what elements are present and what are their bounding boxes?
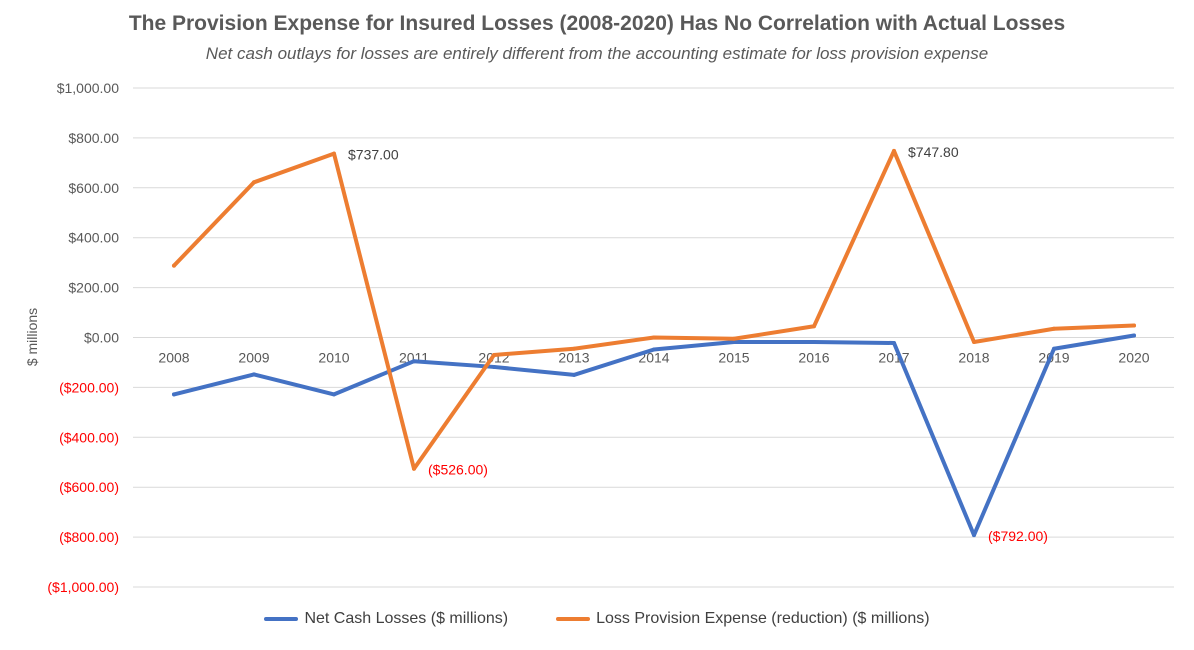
data-label: $747.80	[908, 144, 959, 160]
data-point	[732, 336, 736, 341]
data-point	[892, 340, 896, 345]
data-point	[972, 339, 976, 344]
data-point	[332, 151, 336, 156]
data-point	[1052, 346, 1056, 351]
x-tick-label: 2018	[958, 350, 989, 366]
series-line-loss-provision	[172, 148, 1136, 471]
y-axis-label: $ millions	[24, 308, 40, 366]
data-point	[572, 372, 576, 377]
x-tick-label: 2013	[558, 350, 589, 366]
y-tick-label: $1,000.00	[57, 80, 119, 96]
x-tick-label: 2010	[318, 350, 349, 366]
x-tick-label: 2020	[1118, 350, 1149, 366]
data-label: ($526.00)	[428, 462, 488, 478]
data-point	[1052, 326, 1056, 331]
x-tick-label: 2017	[878, 350, 909, 366]
y-tick-label: ($400.00)	[59, 429, 119, 445]
y-axis-ticks: $1,000.00 $800.00 $600.00 $400.00 $200.00 $0.…	[47, 80, 119, 595]
data-label: $737.00	[348, 147, 399, 163]
y-tick-label: $600.00	[68, 180, 119, 196]
x-axis-ticks: 2008 2009 2010 2011 2012 2013 2014 2015 2016 2017…	[158, 350, 1149, 366]
legend-swatch-blue	[264, 617, 299, 621]
data-point	[812, 324, 816, 329]
y-tick-label: $800.00	[68, 130, 119, 146]
data-point	[412, 359, 416, 364]
x-tick-label: 2008	[158, 350, 189, 366]
legend: Net Cash Losses ($ millions) Loss Provis…	[0, 610, 1194, 628]
y-tick-label: ($200.00)	[59, 379, 119, 395]
y-tick-label: $0.00	[84, 330, 119, 346]
y-tick-label: ($1,000.00)	[47, 579, 119, 595]
data-annotations: $737.00 ($526.00) $747.80 ($792.00)	[348, 144, 1048, 544]
y-tick-label: ($800.00)	[59, 529, 119, 545]
data-point	[252, 180, 256, 185]
chart-subtitle: Net cash outlays for losses are entirely…	[205, 44, 989, 63]
data-point	[652, 347, 656, 352]
x-tick-label: 2019	[1038, 350, 1069, 366]
y-tick-label: ($600.00)	[59, 479, 119, 495]
x-tick-label: 2009	[238, 350, 269, 366]
data-label: ($792.00)	[988, 528, 1048, 544]
data-point	[732, 339, 736, 344]
data-point	[332, 392, 336, 397]
data-point	[1132, 333, 1136, 338]
gridlines	[133, 87, 1174, 588]
legend-label: Net Cash Losses ($ millions)	[304, 610, 509, 627]
data-point	[492, 352, 496, 357]
legend-item-provision: Loss Provision Expense (reduction) ($ mi…	[556, 610, 930, 628]
data-point	[1132, 323, 1136, 328]
data-point	[652, 335, 656, 340]
data-point	[252, 372, 256, 377]
data-point	[812, 339, 816, 344]
data-point	[172, 263, 176, 268]
y-tick-label: $400.00	[68, 230, 119, 246]
data-point	[412, 466, 416, 471]
data-point	[492, 364, 496, 369]
legend-swatch-orange	[556, 617, 591, 621]
chart-title: The Provision Expense for Insured Losses…	[128, 12, 1066, 35]
x-tick-label: 2015	[718, 350, 749, 366]
line-chart: $1,000.00 $800.00 $600.00 $400.00 $200.00 $0.…	[24, 80, 1174, 595]
legend-item-net-cash: Net Cash Losses ($ millions)	[264, 610, 508, 628]
data-point	[972, 533, 976, 538]
y-tick-label: $200.00	[68, 280, 119, 296]
series-lines	[172, 148, 1136, 538]
data-point	[172, 392, 176, 397]
legend-label: Loss Provision Expense (reduction) ($ mi…	[596, 610, 930, 627]
data-point	[572, 346, 576, 351]
x-tick-label: 2016	[798, 350, 829, 366]
data-point	[892, 148, 896, 153]
